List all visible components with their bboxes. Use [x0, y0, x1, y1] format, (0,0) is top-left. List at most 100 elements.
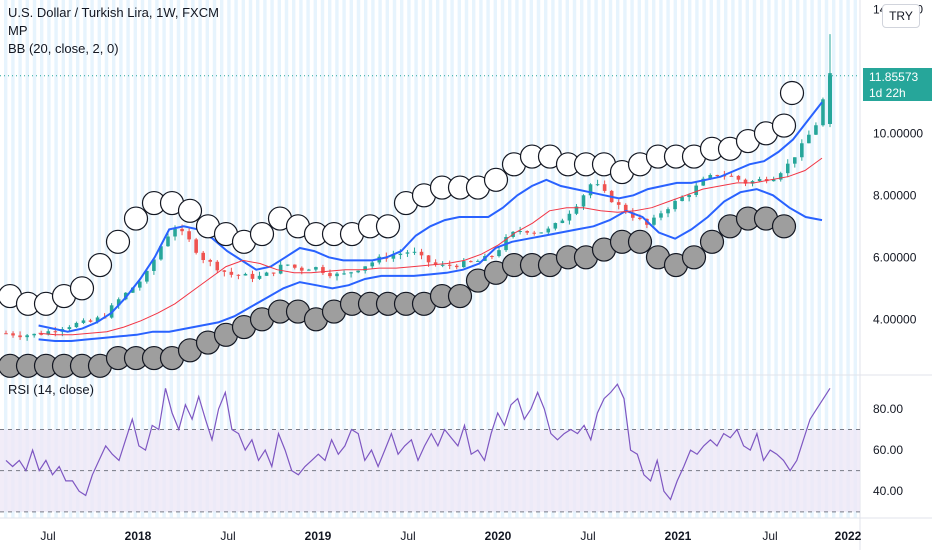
stripe: [630, 0, 634, 518]
candle-body: [159, 246, 163, 260]
candle-body: [236, 274, 241, 276]
stripe: [846, 0, 850, 518]
candle-body: [187, 231, 191, 240]
candle-body: [771, 179, 776, 182]
candle-body: [497, 250, 501, 257]
candle-body: [314, 267, 318, 270]
stripe: [428, 0, 433, 518]
candle-body: [539, 232, 544, 234]
candle-body: [74, 322, 79, 328]
bar-countdown: 1d 22h: [869, 85, 906, 100]
price-tick-label: 6.00000: [873, 250, 917, 264]
candle-body: [546, 228, 551, 233]
stripe: [500, 0, 505, 518]
stripe: [738, 0, 742, 518]
candle-body: [321, 267, 325, 274]
stripe: [328, 0, 332, 518]
stripe: [392, 0, 397, 518]
symbol-title[interactable]: U.S. Dollar / Turkish Lira, 1W, FXCM: [8, 5, 219, 20]
candle-body: [490, 256, 494, 258]
indicator-bb-label[interactable]: BB (20, close, 2, 0): [8, 41, 119, 56]
candle-body: [278, 264, 283, 274]
stripe: [464, 0, 469, 518]
candle-body: [715, 174, 720, 176]
stripe: [342, 0, 346, 518]
candle-body: [525, 231, 529, 233]
candle-body: [173, 228, 177, 237]
candle-body: [623, 204, 628, 213]
rsi-band-fill: [0, 429, 860, 512]
stripe: [623, 0, 627, 518]
candle-body: [285, 264, 290, 266]
stripe: [803, 0, 807, 518]
mp-marker-upper: [177, 198, 203, 223]
stripe: [745, 0, 749, 518]
candle-body: [708, 174, 713, 179]
time-tick-label: 2019: [305, 529, 332, 543]
stripe: [119, 0, 123, 518]
rsi-line: [5, 383, 831, 501]
stripe: [248, 0, 253, 518]
candle-body: [447, 264, 452, 266]
candle-body: [391, 255, 396, 259]
stripe: [155, 0, 159, 518]
candle-body: [116, 299, 121, 306]
candle-body: [828, 75, 832, 124]
stripe: [263, 0, 267, 518]
stripe: [25, 0, 29, 518]
time-tick-label: Jul: [220, 529, 235, 543]
candle-body: [138, 281, 142, 288]
candle-body: [792, 157, 797, 164]
stripe: [306, 0, 310, 518]
candle-body: [687, 194, 691, 198]
last-price-tag: 11.85573 1d 22h: [863, 67, 932, 101]
candle-body: [67, 327, 72, 330]
indicator-mp-label[interactable]: MP: [8, 23, 28, 38]
currency-button[interactable]: TRY: [882, 4, 920, 28]
mp-marker-upper: [123, 206, 149, 231]
rsi-tick-label: 80.00: [873, 402, 903, 416]
candle-body: [222, 270, 227, 272]
time-tick-label: 2021: [665, 529, 692, 543]
candle-body: [307, 269, 311, 271]
bb-basis-line: [38, 157, 823, 336]
candle-body: [666, 209, 670, 214]
candle-body: [11, 333, 15, 336]
stripe: [731, 0, 735, 518]
stripe: [493, 0, 497, 518]
candle-body: [81, 320, 86, 323]
candle-body: [419, 251, 424, 256]
stripe: [421, 0, 425, 518]
candle-body: [18, 335, 22, 338]
candle-body: [680, 197, 684, 202]
stripe: [4, 0, 8, 518]
candle-body: [335, 273, 339, 277]
rsi-legend[interactable]: RSI (14, close): [8, 382, 94, 397]
candle-body: [426, 255, 431, 263]
stripe: [760, 0, 764, 518]
mp-marker-upper: [483, 167, 509, 192]
time-axis: Jul 2018 Jul 2019 Jul 2020 Jul 2021 Jul 2022: [40, 529, 861, 543]
candle-body: [243, 273, 248, 276]
stripe: [371, 0, 375, 518]
mp-marker-upper: [779, 80, 805, 106]
candle-body: [46, 331, 51, 335]
stripe: [47, 0, 51, 518]
candle-body: [264, 272, 269, 276]
candle-body: [271, 272, 276, 274]
stripe: [299, 0, 303, 518]
candle-body: [88, 320, 93, 322]
candle-body: [532, 232, 537, 234]
stripe: [364, 0, 368, 518]
stripe: [112, 0, 116, 518]
candle-body: [750, 181, 755, 184]
time-tick-label: Jul: [762, 529, 777, 543]
candle-body: [560, 220, 565, 224]
stripe: [191, 0, 195, 518]
chart-legend: U.S. Dollar / Turkish Lira, 1W, FXCM MP …: [8, 4, 219, 58]
time-tick-label: 2020: [485, 529, 512, 543]
candle-body: [201, 252, 205, 261]
candle-body: [356, 270, 360, 273]
